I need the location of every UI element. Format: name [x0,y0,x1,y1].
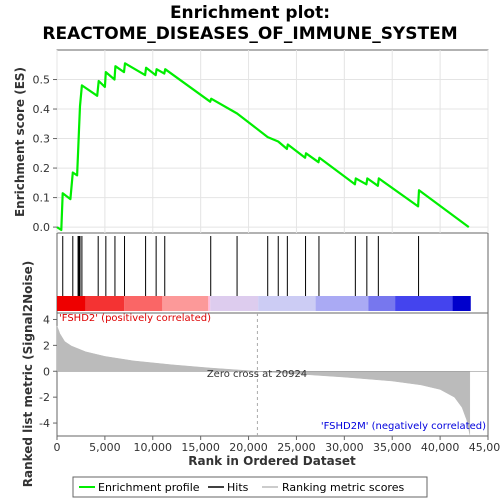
es-y-ticks: 0.0 0.1 0.2 0.3 0.4 0.5 [33,74,57,234]
es-y-tick-label: 0.4 [33,103,51,116]
ranked-y-ticks: -4 -2 0 2 4 [39,313,57,430]
x-axis-label: Rank in Ordered Dataset [188,454,356,468]
x-tick-label: 35,000 [373,441,412,454]
rank-heatmap-bar [57,296,471,311]
ranked-y-tick-label: 2 [43,339,50,352]
es-y-tick-label: 0.1 [33,192,51,205]
heatmap-segment [395,296,453,311]
heatmap-segment [210,296,259,311]
legend-label-hits: Hits [227,481,249,494]
heatmap-segment [208,296,211,311]
heatmap-segment [258,296,316,311]
ranking-metric-area [56,325,471,435]
x-tick-label: 5,000 [89,441,121,454]
ranked-y-axis-label: Ranked list metric (Signal2Noise) [21,261,35,488]
heatmap-segment [162,296,209,311]
heatmap-segment [57,296,86,311]
legend-label-enrichment-profile: Enrichment profile [98,481,200,494]
es-y-tick-label: 0.3 [33,133,51,146]
negative-correlation-label: 'FSHD2M' (negatively correlated) [321,421,486,432]
es-panel-frame [56,49,489,234]
heatmap-segment [124,296,163,311]
x-tick-label: 20,000 [229,441,268,454]
x-tick-label: 15,000 [181,441,220,454]
heatmap-segment [452,296,471,311]
legend-label-ranking-metric-scores: Ranking metric scores [282,481,404,494]
es-y-tick-label: 0.2 [33,162,51,175]
heatmap-segment [85,296,125,311]
x-tick-label: 0 [54,441,61,454]
ranked-metric-layer [56,313,488,436]
x-axis-ticks: 0 5,000 10,000 15,000 20,000 25,000 30,000 35,0… [54,436,500,454]
x-tick-label: 25,000 [277,441,316,454]
ranked-y-tick-label: -4 [39,417,50,430]
x-tick-label: 40,000 [421,441,460,454]
ranked-y-tick-label: 4 [43,313,50,326]
es-line-layer [56,62,470,232]
heatmap-segment [315,296,369,311]
es-y-tick-label: 0.5 [33,74,51,87]
ranked-y-tick-label: -2 [39,391,50,404]
ranked-panel-frame [56,312,489,437]
ranked-y-tick-label: 0 [43,365,50,378]
es-y-axis-label: Enrichment score (ES) [13,67,27,217]
x-tick-label: 30,000 [325,441,364,454]
chart-title-line2: REACTOME_DISEASES_OF_IMMUNE_SYSTEM [42,24,457,44]
es-grid [56,50,489,233]
x-tick-label: 10,000 [134,441,173,454]
x-tick-label: 45,000 [469,441,500,454]
chart-title-line1: Enrichment plot: [170,3,330,23]
zero-cross-label: Zero cross at 20924 [207,369,307,380]
es-y-tick-label: 0.0 [33,221,51,234]
positive-correlation-label: 'FSHD2' (positively correlated) [59,313,211,324]
enrichment-profile-line [56,62,470,232]
legend-box [72,476,428,498]
heatmap-segment [368,296,396,311]
hit-markers [62,236,420,296]
